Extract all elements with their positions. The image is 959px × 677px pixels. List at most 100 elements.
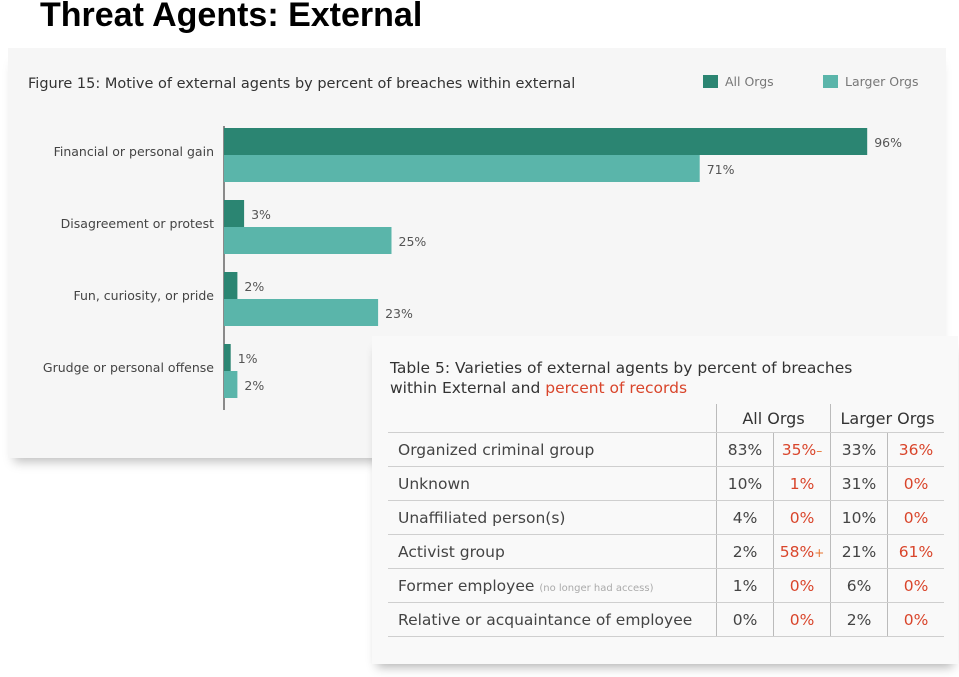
cell-larger-pct: 31% (830, 466, 888, 501)
cell-value: 10% (727, 474, 763, 493)
cell-all-rec: 35%– (773, 432, 831, 467)
table-row: Former employee (no longer had access) 1%… (388, 568, 944, 603)
data-label: 3% (251, 207, 271, 222)
cell-larger-pct: 33% (830, 432, 888, 467)
table-card: Table 5: Varieties of external agents by… (372, 336, 958, 664)
header-empty (388, 404, 717, 433)
cell-larger-rec: 0% (887, 466, 944, 501)
cell-larger-pct: 2% (830, 602, 888, 637)
cell-all-pct: 10% (716, 466, 774, 501)
row-label-text: Organized criminal group (398, 440, 595, 459)
bar-larger-orgs (224, 227, 392, 254)
cell-all-pct: 4% (716, 500, 774, 535)
category-label: Financial or personal gain (54, 144, 214, 159)
cell-all-pct: 0% (716, 602, 774, 637)
cell-larger-rec: 61% (887, 534, 944, 569)
legend-label-larger-orgs: Larger Orgs (845, 74, 919, 89)
row-label: Organized criminal group (388, 432, 717, 467)
cell-all-pct: 1% (716, 568, 774, 603)
cell-value: 21% (841, 542, 877, 561)
cell-value: 1% (732, 576, 758, 595)
table-title-line1: Table 5: Varieties of external agents by… (390, 359, 853, 377)
row-label: Former employee (no longer had access) (388, 568, 717, 603)
row-label: Activist group (388, 534, 717, 569)
data-label: 23% (385, 306, 413, 321)
cell-larger-pct: 6% (830, 568, 888, 603)
cell-value: 2% (846, 610, 872, 629)
legend-item-larger-orgs: Larger Orgs (823, 74, 919, 89)
header-larger-orgs: Larger Orgs (830, 404, 944, 433)
cell-value: 2% (732, 542, 758, 561)
cell-all-rec: 0% (773, 568, 831, 603)
cell-value: 10% (841, 508, 877, 527)
cell-value: 0% (903, 610, 929, 629)
cell-all-rec: 0% (773, 500, 831, 535)
bar-all-orgs (224, 200, 245, 227)
cell-value: 35% (781, 440, 817, 459)
legend-swatch-larger-orgs (823, 75, 838, 88)
data-label: 25% (399, 234, 427, 249)
slide-title: Threat Agents: External (40, 0, 423, 34)
table-row: Unaffiliated person(s) 4% 0% 10% 0% (388, 500, 944, 535)
bar-all-orgs (224, 344, 231, 371)
data-label: 1% (238, 351, 258, 366)
table-title: Table 5: Varieties of external agents by… (390, 358, 852, 398)
trend-mark: + (814, 545, 825, 560)
cell-value: 1% (789, 474, 815, 493)
cell-value: 6% (846, 576, 872, 595)
row-label-text: Unknown (398, 474, 470, 493)
row-label-text: Activist group (398, 542, 505, 561)
row-label: Unaffiliated person(s) (388, 500, 717, 535)
bar-larger-orgs (224, 371, 238, 398)
cell-value: 83% (727, 440, 763, 459)
table-title-red: percent of records (545, 379, 688, 397)
cell-all-rec: 1% (773, 466, 831, 501)
bar-all-orgs (224, 272, 238, 299)
cell-value: 0% (903, 474, 929, 493)
cell-value: 0% (732, 610, 758, 629)
row-label-text: Former employee (398, 576, 535, 595)
bar-all-orgs (224, 128, 868, 155)
cell-all-pct: 2% (716, 534, 774, 569)
bar-larger-orgs (224, 155, 700, 182)
bar-larger-orgs (224, 299, 379, 326)
category-label: Grudge or personal offense (43, 360, 214, 375)
row-label-note: (no longer had access) (539, 582, 654, 594)
cell-value: 33% (841, 440, 877, 459)
data-label: 71% (707, 162, 735, 177)
cell-all-rec: 0% (773, 602, 831, 637)
header-all-orgs: All Orgs (716, 404, 831, 433)
table-title-line2: within External and (390, 379, 546, 397)
cell-larger-pct: 21% (830, 534, 888, 569)
cell-value: 31% (841, 474, 877, 493)
cell-larger-pct: 10% (830, 500, 888, 535)
cell-larger-rec: 0% (887, 500, 944, 535)
data-label: 96% (874, 135, 902, 150)
cell-value: 0% (903, 508, 929, 527)
cell-value: 36% (898, 440, 934, 459)
row-label: Relative or acquaintance of employee (388, 602, 717, 637)
cell-value: 4% (732, 508, 758, 527)
category-label: Fun, curiosity, or pride (73, 288, 214, 303)
figure-title: Figure 15: Motive of external agents by … (28, 76, 576, 92)
cell-value: 0% (789, 576, 815, 595)
legend-label-all-orgs: All Orgs (725, 74, 774, 89)
table-row: Organized criminal group 83% 35%– 33% 36% (388, 432, 944, 467)
table-header-row: All Orgs Larger Orgs (388, 404, 944, 433)
table-row: Activist group 2% 58%+ 21% 61% (388, 534, 944, 569)
data-label: 2% (244, 378, 264, 393)
row-label-text: Relative or acquaintance of employee (398, 610, 693, 629)
cell-value: 0% (789, 610, 815, 629)
cell-value: 0% (903, 576, 929, 595)
cell-value: 61% (898, 542, 934, 561)
cell-all-pct: 83% (716, 432, 774, 467)
row-label: Unknown (388, 466, 717, 501)
table-row: Relative or acquaintance of employee 0% 0%… (388, 602, 944, 637)
row-label-text: Unaffiliated person(s) (398, 508, 566, 527)
legend-item-all-orgs: All Orgs (703, 74, 774, 89)
category-label: Disagreement or protest (61, 216, 214, 231)
trend-mark: – (816, 443, 823, 458)
cell-larger-rec: 36% (887, 432, 944, 467)
table-row: Unknown 10% 1% 31% 0% (388, 466, 944, 501)
cell-larger-rec: 0% (887, 568, 944, 603)
